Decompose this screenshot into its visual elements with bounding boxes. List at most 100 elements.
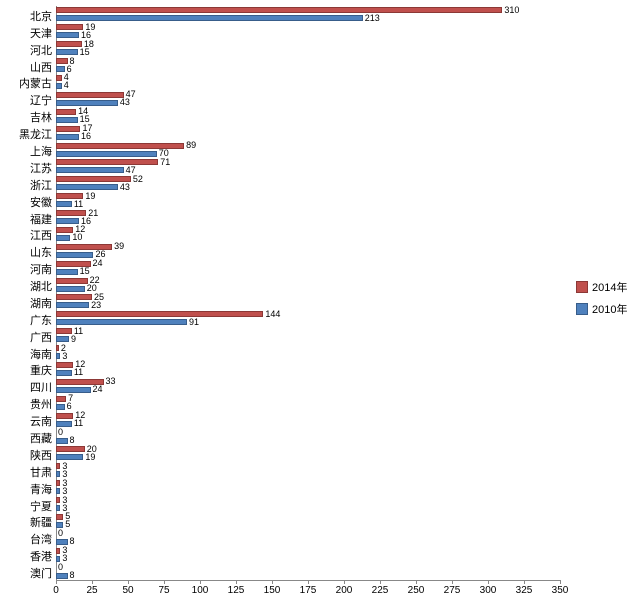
category-label: 贵州 (0, 396, 52, 412)
bar (56, 505, 60, 511)
bar (56, 15, 363, 21)
category-label: 西藏 (0, 430, 52, 446)
x-tick-label: 25 (77, 585, 107, 596)
bar (56, 573, 68, 579)
bar (56, 117, 78, 123)
bar (56, 83, 62, 89)
category-label: 福建 (0, 211, 52, 227)
category-label: 浙江 (0, 177, 52, 193)
category-label: 重庆 (0, 362, 52, 378)
bar (56, 252, 93, 258)
category-label: 内蒙古 (0, 75, 52, 91)
x-tick-mark (92, 580, 93, 584)
bar (56, 539, 68, 545)
x-tick-label: 50 (113, 585, 143, 596)
value-label: 24 (93, 258, 103, 268)
bar (56, 488, 60, 494)
bar (56, 134, 79, 140)
bar (56, 41, 82, 47)
bar (56, 294, 92, 300)
bar (56, 353, 60, 359)
value-label: 23 (91, 300, 101, 310)
value-label: 15 (80, 47, 90, 57)
x-tick-mark (488, 580, 489, 584)
value-label: 3 (62, 351, 67, 361)
x-tick-label: 250 (401, 585, 431, 596)
category-label: 云南 (0, 413, 52, 429)
bar (56, 413, 73, 419)
legend-item: 2010年 (576, 300, 627, 318)
bar (56, 278, 88, 284)
value-label: 9 (71, 334, 76, 344)
category-label: 河南 (0, 261, 52, 277)
value-label: 6 (67, 401, 72, 411)
category-label: 陕西 (0, 447, 52, 463)
category-label: 山东 (0, 244, 52, 260)
value-label: 10 (72, 232, 82, 242)
value-label: 213 (365, 13, 380, 23)
bar (56, 497, 60, 503)
x-tick-mark (524, 580, 525, 584)
category-label: 台湾 (0, 531, 52, 547)
legend-label: 2010年 (592, 301, 627, 317)
x-tick-label: 275 (437, 585, 467, 596)
bar (56, 286, 85, 292)
bar (56, 126, 80, 132)
category-label: 安徽 (0, 194, 52, 210)
value-label: 310 (504, 5, 519, 15)
bar (56, 463, 60, 469)
x-tick-mark (452, 580, 453, 584)
bar (56, 522, 63, 528)
value-label: 24 (93, 384, 103, 394)
bar (56, 235, 70, 241)
bar (56, 109, 76, 115)
value-label: 43 (120, 97, 130, 107)
x-tick-mark (344, 580, 345, 584)
x-tick-label: 325 (509, 585, 539, 596)
value-label: 19 (85, 452, 95, 462)
x-tick-mark (272, 580, 273, 584)
bar (56, 218, 79, 224)
bar (56, 151, 157, 157)
x-tick-label: 300 (473, 585, 503, 596)
value-label: 19 (85, 191, 95, 201)
bar (56, 328, 72, 334)
bar (56, 514, 63, 520)
category-label: 江苏 (0, 160, 52, 176)
bar (56, 159, 158, 165)
x-tick-mark (308, 580, 309, 584)
value-label: 3 (62, 553, 67, 563)
value-label: 33 (106, 376, 116, 386)
bar (56, 370, 72, 376)
x-tick-mark (380, 580, 381, 584)
value-label: 0 (58, 427, 63, 437)
x-tick-label: 150 (257, 585, 287, 596)
value-label: 8 (70, 536, 75, 546)
bar (56, 92, 124, 98)
category-label: 北京 (0, 8, 52, 24)
bar (56, 302, 89, 308)
category-label: 江西 (0, 227, 52, 243)
category-label: 青海 (0, 481, 52, 497)
value-label: 8 (70, 435, 75, 445)
bar (56, 454, 83, 460)
legend-item: 2014年 (576, 278, 627, 296)
x-tick-mark (128, 580, 129, 584)
x-tick-label: 75 (149, 585, 179, 596)
bar (56, 32, 79, 38)
bar (56, 167, 124, 173)
category-label: 山西 (0, 59, 52, 75)
bar (56, 7, 502, 13)
category-label: 香港 (0, 548, 52, 564)
legend-swatch (576, 281, 588, 293)
bar (56, 480, 60, 486)
category-label: 湖北 (0, 278, 52, 294)
value-label: 16 (81, 131, 91, 141)
bar (56, 24, 83, 30)
bar (56, 362, 73, 368)
bar (56, 404, 65, 410)
value-label: 11 (74, 418, 83, 428)
bar (56, 319, 187, 325)
value-label: 15 (80, 266, 90, 276)
category-label: 澳门 (0, 565, 52, 581)
